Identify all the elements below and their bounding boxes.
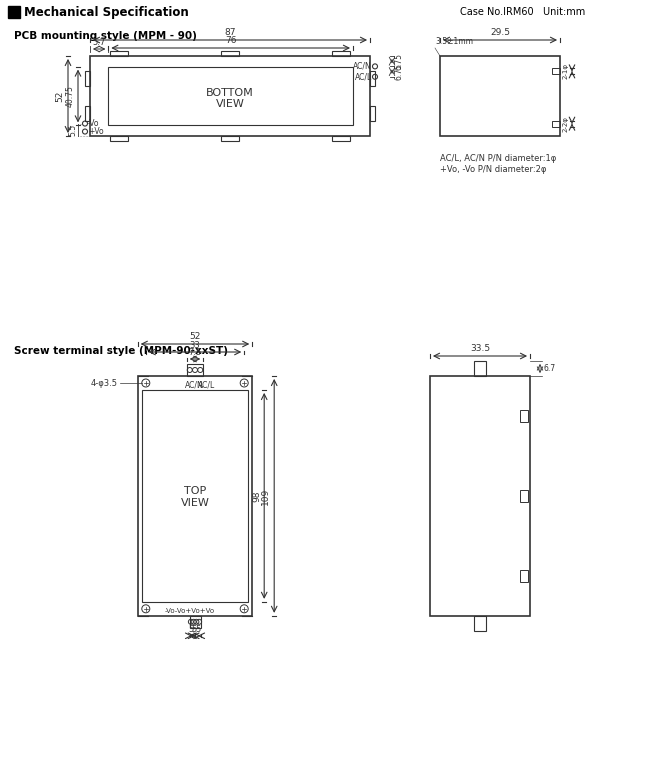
Text: 7.5: 7.5 [188,348,202,357]
Text: 2-1φ: 2-1φ [563,64,569,80]
Text: -Vo-Vo+Vo+Vo: -Vo-Vo+Vo+Vo [165,607,215,614]
Bar [520,410,528,422]
Text: 52: 52 [55,90,64,102]
Bar [221,136,239,141]
Text: 5.7: 5.7 [92,38,106,47]
Text: 3.5±1mm: 3.5±1mm [435,37,473,46]
Bar [552,121,560,126]
Text: 5: 5 [195,625,200,633]
Text: AC/L: AC/L [354,72,372,81]
Text: TOP: TOP [184,486,206,496]
Text: +Vo: +Vo [88,127,104,136]
Text: 5: 5 [191,625,196,633]
Bar [520,570,528,582]
Text: 98: 98 [252,490,261,502]
Bar [110,51,128,56]
Bar [85,71,90,86]
Bar [474,361,486,376]
Bar [430,376,530,616]
Bar [142,390,248,602]
Bar [370,71,375,86]
Bar [552,68,560,74]
Text: 5: 5 [188,625,194,633]
Bar [332,136,350,141]
Text: 6.75: 6.75 [395,63,404,80]
Text: 6.75: 6.75 [395,53,404,70]
Bar [110,136,128,141]
Text: VIEW: VIEW [216,99,245,109]
Text: -Vo: -Vo [88,119,100,128]
Bar [8,6,20,18]
Bar [109,67,353,126]
Text: 33: 33 [190,341,200,350]
Text: 52: 52 [190,332,201,341]
Bar [474,616,486,630]
Text: AC/N: AC/N [353,62,372,71]
Bar [520,490,528,502]
Bar [190,616,200,628]
Text: Mechanical Specification: Mechanical Specification [24,5,189,18]
Bar [370,106,375,121]
Text: 29.5: 29.5 [490,28,510,37]
Text: 4-φ3.5: 4-φ3.5 [91,378,118,388]
Text: AC/N: AC/N [185,380,204,389]
Text: AC/L, AC/N P/N diameter:1φ: AC/L, AC/N P/N diameter:1φ [440,153,556,162]
Bar [332,51,350,56]
Text: 5.5: 5.5 [68,123,78,136]
Text: 109: 109 [261,487,270,505]
Bar [221,51,239,56]
Text: Case No.IRM60   Unit:mm: Case No.IRM60 Unit:mm [460,7,586,17]
Text: Screw terminal style (MPM-90-xxST): Screw terminal style (MPM-90-xxST) [14,346,228,356]
Text: VIEW: VIEW [180,498,210,508]
Text: 40.75: 40.75 [66,85,75,107]
Bar [187,364,203,376]
Text: 87: 87 [224,28,236,37]
Bar [440,56,560,136]
Text: PCB mounting style (MPM - 90): PCB mounting style (MPM - 90) [14,31,197,41]
Text: 2-2φ: 2-2φ [563,116,569,132]
Bar [90,56,370,136]
Text: BOTTOM: BOTTOM [206,88,254,98]
Bar [85,106,90,121]
Bar [138,376,252,616]
Text: AC/L: AC/L [198,380,216,389]
Text: 33.5: 33.5 [470,344,490,353]
Text: +Vo, -Vo P/N diameter:2φ: +Vo, -Vo P/N diameter:2φ [440,165,546,174]
Text: 6.7: 6.7 [544,364,556,373]
Text: 76: 76 [225,36,237,45]
